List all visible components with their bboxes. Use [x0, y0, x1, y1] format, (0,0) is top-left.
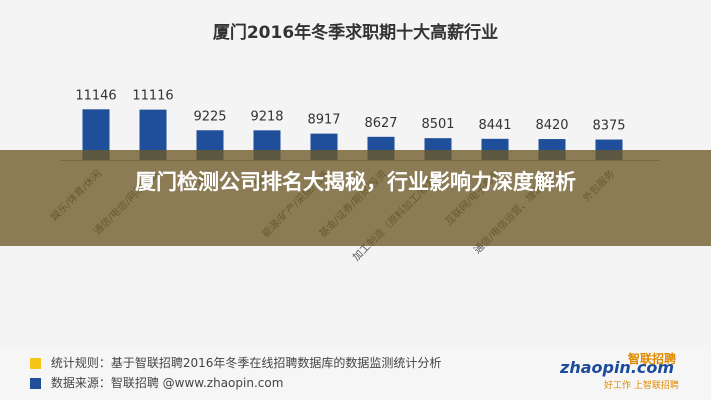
bar-value-label-7: 8441: [478, 118, 511, 133]
logo-main-text: zhaopin.com: [560, 358, 675, 377]
note-source-text: 数据来源：智联招聘 @www.zhaopin.com: [50, 376, 284, 390]
bar-value-label-8: 8420: [535, 118, 568, 133]
zhaopin-logo: zhaopin.com 智联招聘 好工作 上智联招聘: [560, 350, 690, 392]
bar-value-label-0: 11146: [75, 88, 116, 103]
footer: 统计规则：基于智联招聘2016年冬季在线招聘数据库的数据监测统计分析 数据来源：…: [0, 346, 711, 400]
headline-text: 厦门检测公司排名大揭秘，行业影响力深度解析: [135, 170, 576, 194]
logo-sub-text: 好工作 上智联招聘: [604, 381, 679, 391]
bar-value-label-2: 9225: [193, 109, 226, 124]
blue-swatch-icon: [30, 378, 41, 389]
bar-value-label-5: 8627: [364, 116, 397, 131]
bar-value-label-1: 11116: [132, 89, 173, 104]
note-rule: 统计规则：基于智联招聘2016年冬季在线招聘数据库的数据监测统计分析: [30, 354, 441, 372]
logo-cn-text: 智联招聘: [628, 352, 677, 366]
note-source: 数据来源：智联招聘 @www.zhaopin.com: [30, 374, 283, 392]
chart-title: 厦门2016年冬季求职期十大高薪行业: [212, 23, 499, 43]
headline-banner: [0, 150, 711, 246]
yellow-swatch-icon: [30, 358, 41, 369]
note-rule-text: 统计规则：基于智联招聘2016年冬季在线招聘数据库的数据监测统计分析: [50, 356, 442, 370]
bar-value-label-4: 8917: [307, 113, 340, 128]
bar-value-label-3: 9218: [250, 109, 283, 124]
bar-value-label-9: 8375: [592, 119, 625, 134]
bar-value-label-6: 8501: [421, 117, 454, 132]
